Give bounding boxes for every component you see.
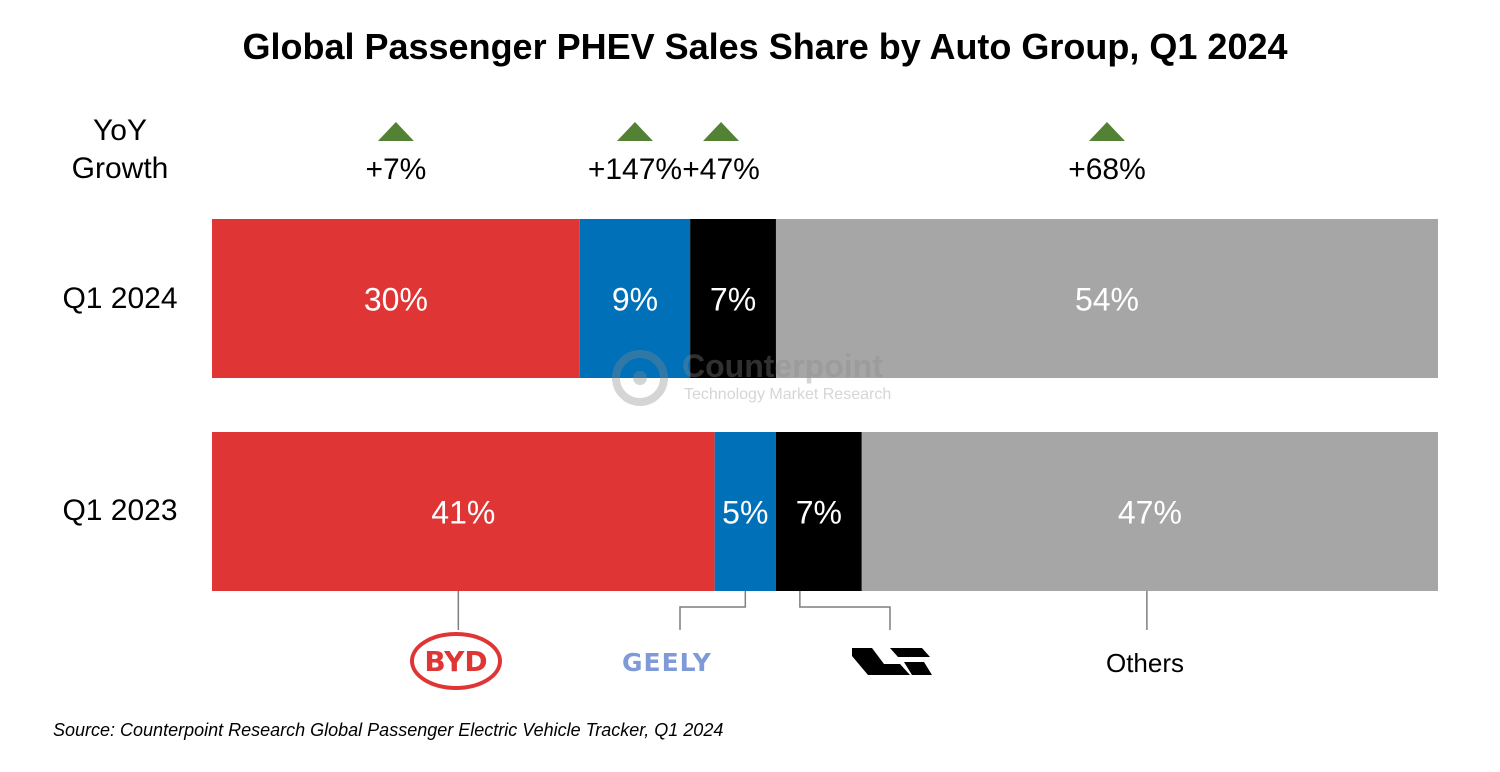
- watermark-name: Counterpoint: [682, 348, 883, 384]
- data-label-geely-q1-2024: 9%: [612, 282, 658, 318]
- yoy-growth-value-geely: +147%: [588, 153, 682, 186]
- others-legend-label: Others: [1105, 648, 1185, 678]
- data-label-byd-q1-2023: 41%: [431, 495, 495, 531]
- leader-line-li-auto: [799, 591, 891, 630]
- counterpoint-watermark: Counterpoint Technology Market Research: [610, 348, 940, 408]
- bar-li-auto-q1-2023: [775, 432, 862, 591]
- bar-byd-q1-2023: [212, 432, 715, 591]
- watermark-subtitle: Technology Market Research: [684, 386, 892, 403]
- yoy-growth-label: YoY Growth: [60, 112, 180, 188]
- growth-up-arrow-icon: [1088, 122, 1125, 141]
- data-label-geely-q1-2023: 5%: [722, 495, 768, 531]
- leader-line-geely: [679, 591, 747, 630]
- geely-logo: GEELY: [622, 648, 712, 677]
- data-label-others-q1-2023: 47%: [1118, 495, 1182, 531]
- yoy-growth-value-li-auto: +47%: [682, 153, 760, 186]
- data-label-others-q1-2024: 54%: [1075, 282, 1139, 318]
- bar-li-auto-q1-2024: [690, 219, 776, 378]
- svg-text:BYD: BYD: [424, 645, 487, 678]
- data-label-byd-q1-2024: 30%: [364, 282, 428, 318]
- yoy-label-line2: Growth: [71, 152, 169, 185]
- yoy-growth-value-others: +68%: [1068, 153, 1146, 186]
- yoy-label-line1: YoY: [93, 114, 147, 147]
- yoy-growth-value-byd: +7%: [365, 153, 426, 186]
- data-label-li-auto-q1-2023: 7%: [796, 495, 842, 531]
- row-label-q1-2024: Q1 2024: [62, 282, 178, 315]
- counterpoint-logo-icon: [612, 350, 668, 406]
- chart-title: Global Passenger PHEV Sales Share by Aut…: [242, 26, 1288, 67]
- bar-geely-q1-2023: [714, 432, 776, 591]
- byd-logo: BYD: [410, 632, 502, 690]
- growth-up-arrow-icon: [377, 122, 414, 141]
- source-note: Source: Counterpoint Research Global Pas…: [53, 720, 724, 740]
- li-auto-logo-icon: [852, 648, 932, 675]
- bar-others-q1-2024: [775, 219, 1438, 378]
- bar-geely-q1-2024: [579, 219, 691, 378]
- growth-up-arrow-icon: [703, 122, 740, 141]
- bar-others-q1-2023: [861, 432, 1438, 591]
- bar-byd-q1-2024: [212, 219, 580, 378]
- row-label-q1-2023: Q1 2023: [62, 494, 178, 527]
- growth-up-arrow-icon: [616, 122, 653, 141]
- data-label-li-auto-q1-2024: 7%: [710, 282, 756, 318]
